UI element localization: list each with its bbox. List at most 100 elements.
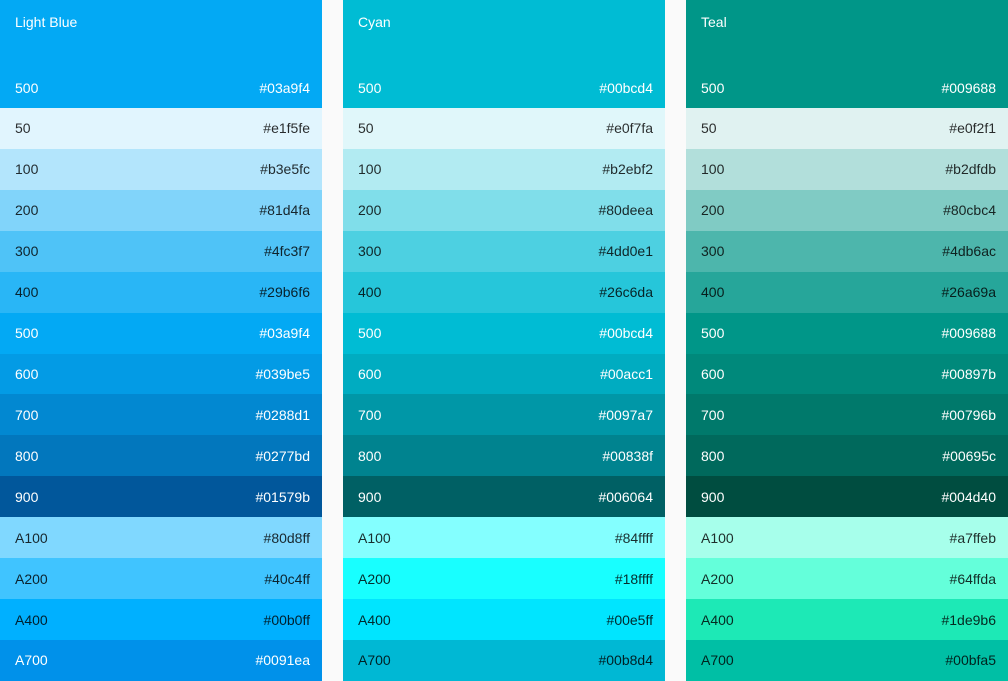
shade-hex-value: #03a9f4 bbox=[259, 325, 310, 342]
swatch-row-cyan-400[interactable]: 400 #26c6da bbox=[343, 271, 665, 313]
shade-hex-value: #00e5ff bbox=[606, 611, 653, 628]
shade-label: 400 bbox=[15, 284, 39, 301]
shade-label: 100 bbox=[15, 161, 39, 178]
shade-hex-value: #00838f bbox=[602, 447, 653, 464]
shade-hex-value: #29b6f6 bbox=[259, 284, 310, 301]
swatch-row-light-blue-200[interactable]: 200 #81d4fa bbox=[0, 189, 322, 231]
shade-hex-value: #b2ebf2 bbox=[602, 161, 653, 178]
shade-label: 500 bbox=[701, 80, 725, 96]
swatch-row-teal-100[interactable]: 100 #b2dfdb bbox=[686, 148, 1008, 190]
swatch-row-teal-a700[interactable]: A700 #00bfa5 bbox=[686, 639, 1008, 681]
swatch-row-cyan-800[interactable]: 800 #00838f bbox=[343, 435, 665, 477]
shade-hex-value: #0091ea bbox=[255, 652, 310, 669]
swatch-row-cyan-300[interactable]: 300 #4dd0e1 bbox=[343, 230, 665, 272]
shade-hex-value: #84ffff bbox=[614, 529, 653, 546]
swatch-row-teal-700[interactable]: 700 #00796b bbox=[686, 394, 1008, 436]
swatch-row-light-blue-500[interactable]: 500 #03a9f4 bbox=[0, 312, 322, 354]
swatch-row-light-blue-900[interactable]: 900 #01579b bbox=[0, 476, 322, 518]
swatch-row-cyan-100[interactable]: 100 #b2ebf2 bbox=[343, 148, 665, 190]
shade-label: A700 bbox=[701, 652, 734, 669]
palette-title: Cyan bbox=[358, 14, 391, 30]
shade-label: 800 bbox=[15, 447, 39, 464]
shade-label: 300 bbox=[15, 243, 39, 260]
swatch-row-teal-200[interactable]: 200 #80cbc4 bbox=[686, 189, 1008, 231]
swatch-row-light-blue-300[interactable]: 300 #4fc3f7 bbox=[0, 230, 322, 272]
shade-hex-value: #e0f2f1 bbox=[949, 120, 996, 137]
palette-header-swatch-cyan[interactable]: Cyan 500 #00bcd4 bbox=[343, 0, 665, 108]
shade-label: 100 bbox=[701, 161, 725, 178]
swatch-row-light-blue-a100[interactable]: A100 #80d8ff bbox=[0, 517, 322, 559]
shade-hex-value: #e1f5fe bbox=[263, 120, 310, 137]
shade-label: 50 bbox=[701, 120, 717, 137]
swatch-row-light-blue-50[interactable]: 50 #e1f5fe bbox=[0, 108, 322, 149]
shade-hex-value: #1de9b6 bbox=[941, 611, 996, 628]
swatch-row-teal-600[interactable]: 600 #00897b bbox=[686, 353, 1008, 395]
shade-hex-value: #26a69a bbox=[941, 284, 996, 301]
shade-hex-value: #00bfa5 bbox=[945, 652, 996, 669]
swatch-row-cyan-600[interactable]: 600 #00acc1 bbox=[343, 353, 665, 395]
swatch-row-cyan-a200[interactable]: A200 #18ffff bbox=[343, 558, 665, 600]
swatch-row-teal-300[interactable]: 300 #4db6ac bbox=[686, 230, 1008, 272]
swatch-row-light-blue-a200[interactable]: A200 #40c4ff bbox=[0, 558, 322, 600]
swatch-row-teal-500[interactable]: 500 #009688 bbox=[686, 312, 1008, 354]
shade-label: 900 bbox=[701, 488, 725, 505]
palette-header-swatch-teal[interactable]: Teal 500 #009688 bbox=[686, 0, 1008, 108]
swatch-row-teal-a100[interactable]: A100 #a7ffeb bbox=[686, 517, 1008, 559]
shade-hex-value: #0097a7 bbox=[598, 406, 653, 423]
swatch-row-light-blue-600[interactable]: 600 #039be5 bbox=[0, 353, 322, 395]
palette-column-cyan: Cyan 500 #00bcd4 50 #e0f7fa 100 #b2ebf2 200 #80d… bbox=[343, 0, 665, 681]
shade-hex-value: #80cbc4 bbox=[943, 202, 996, 219]
shade-label: A100 bbox=[15, 529, 48, 546]
swatch-row-cyan-900[interactable]: 900 #006064 bbox=[343, 476, 665, 518]
swatch-row-teal-a400[interactable]: A400 #1de9b6 bbox=[686, 599, 1008, 640]
swatch-row-light-blue-800[interactable]: 800 #0277bd bbox=[0, 435, 322, 477]
shade-label: 300 bbox=[701, 243, 725, 260]
shade-hex-value: #b2dfdb bbox=[945, 161, 996, 178]
swatch-row-teal-50[interactable]: 50 #e0f2f1 bbox=[686, 108, 1008, 149]
swatch-row-teal-900[interactable]: 900 #004d40 bbox=[686, 476, 1008, 518]
shade-label: 500 bbox=[358, 325, 382, 342]
swatch-row-light-blue-400[interactable]: 400 #29b6f6 bbox=[0, 271, 322, 313]
shade-hex-value: #006064 bbox=[598, 488, 653, 505]
shade-label: 50 bbox=[15, 120, 31, 137]
swatch-row-teal-400[interactable]: 400 #26a69a bbox=[686, 271, 1008, 313]
shade-label: A700 bbox=[15, 652, 48, 669]
palette-column-light-blue: Light Blue 500 #03a9f4 50 #e1f5fe 100 #b3e5fc 2… bbox=[0, 0, 322, 681]
shade-hex-value: #e0f7fa bbox=[606, 120, 653, 137]
shade-label: 900 bbox=[15, 488, 39, 505]
shade-label: 500 bbox=[358, 80, 382, 96]
swatch-row-cyan-a100[interactable]: A100 #84ffff bbox=[343, 517, 665, 559]
swatch-row-light-blue-a400[interactable]: A400 #00b0ff bbox=[0, 599, 322, 640]
swatch-row-cyan-500[interactable]: 500 #00bcd4 bbox=[343, 312, 665, 354]
shade-hex-value: #81d4fa bbox=[259, 202, 310, 219]
swatch-row-light-blue-100[interactable]: 100 #b3e5fc bbox=[0, 148, 322, 190]
shade-hex-value: #00b8d4 bbox=[598, 652, 653, 669]
shade-hex-value: #4fc3f7 bbox=[264, 243, 310, 260]
shade-label: 500 bbox=[15, 325, 39, 342]
shade-label: 800 bbox=[358, 447, 382, 464]
shade-label: 700 bbox=[701, 406, 725, 423]
swatch-row-teal-a200[interactable]: A200 #64ffda bbox=[686, 558, 1008, 600]
palette-title: Light Blue bbox=[15, 14, 78, 30]
palette-header-swatch-light-blue[interactable]: Light Blue 500 #03a9f4 bbox=[0, 0, 322, 108]
swatch-row-cyan-a400[interactable]: A400 #00e5ff bbox=[343, 599, 665, 640]
shade-label: A200 bbox=[15, 570, 48, 587]
swatch-row-cyan-a700[interactable]: A700 #00b8d4 bbox=[343, 639, 665, 681]
palette-column-teal: Teal 500 #009688 50 #e0f2f1 100 #b2dfdb 200 #80c… bbox=[686, 0, 1008, 681]
shade-hex-value: #039be5 bbox=[255, 365, 310, 382]
swatch-row-light-blue-a700[interactable]: A700 #0091ea bbox=[0, 639, 322, 681]
shade-label: A400 bbox=[701, 611, 734, 628]
shade-hex-value: #00897b bbox=[941, 365, 996, 382]
shade-hex-value: #00796b bbox=[941, 406, 996, 423]
swatch-row-cyan-700[interactable]: 700 #0097a7 bbox=[343, 394, 665, 436]
palette-title: Teal bbox=[701, 14, 727, 30]
shade-hex-value: #00b0ff bbox=[263, 611, 310, 628]
swatch-row-cyan-200[interactable]: 200 #80deea bbox=[343, 189, 665, 231]
shade-label: 800 bbox=[701, 447, 725, 464]
shade-hex-value: #a7ffeb bbox=[949, 529, 996, 546]
swatch-row-teal-800[interactable]: 800 #00695c bbox=[686, 435, 1008, 477]
swatch-row-cyan-50[interactable]: 50 #e0f7fa bbox=[343, 108, 665, 149]
swatch-row-light-blue-700[interactable]: 700 #0288d1 bbox=[0, 394, 322, 436]
shade-hex-value: #4db6ac bbox=[942, 243, 996, 260]
